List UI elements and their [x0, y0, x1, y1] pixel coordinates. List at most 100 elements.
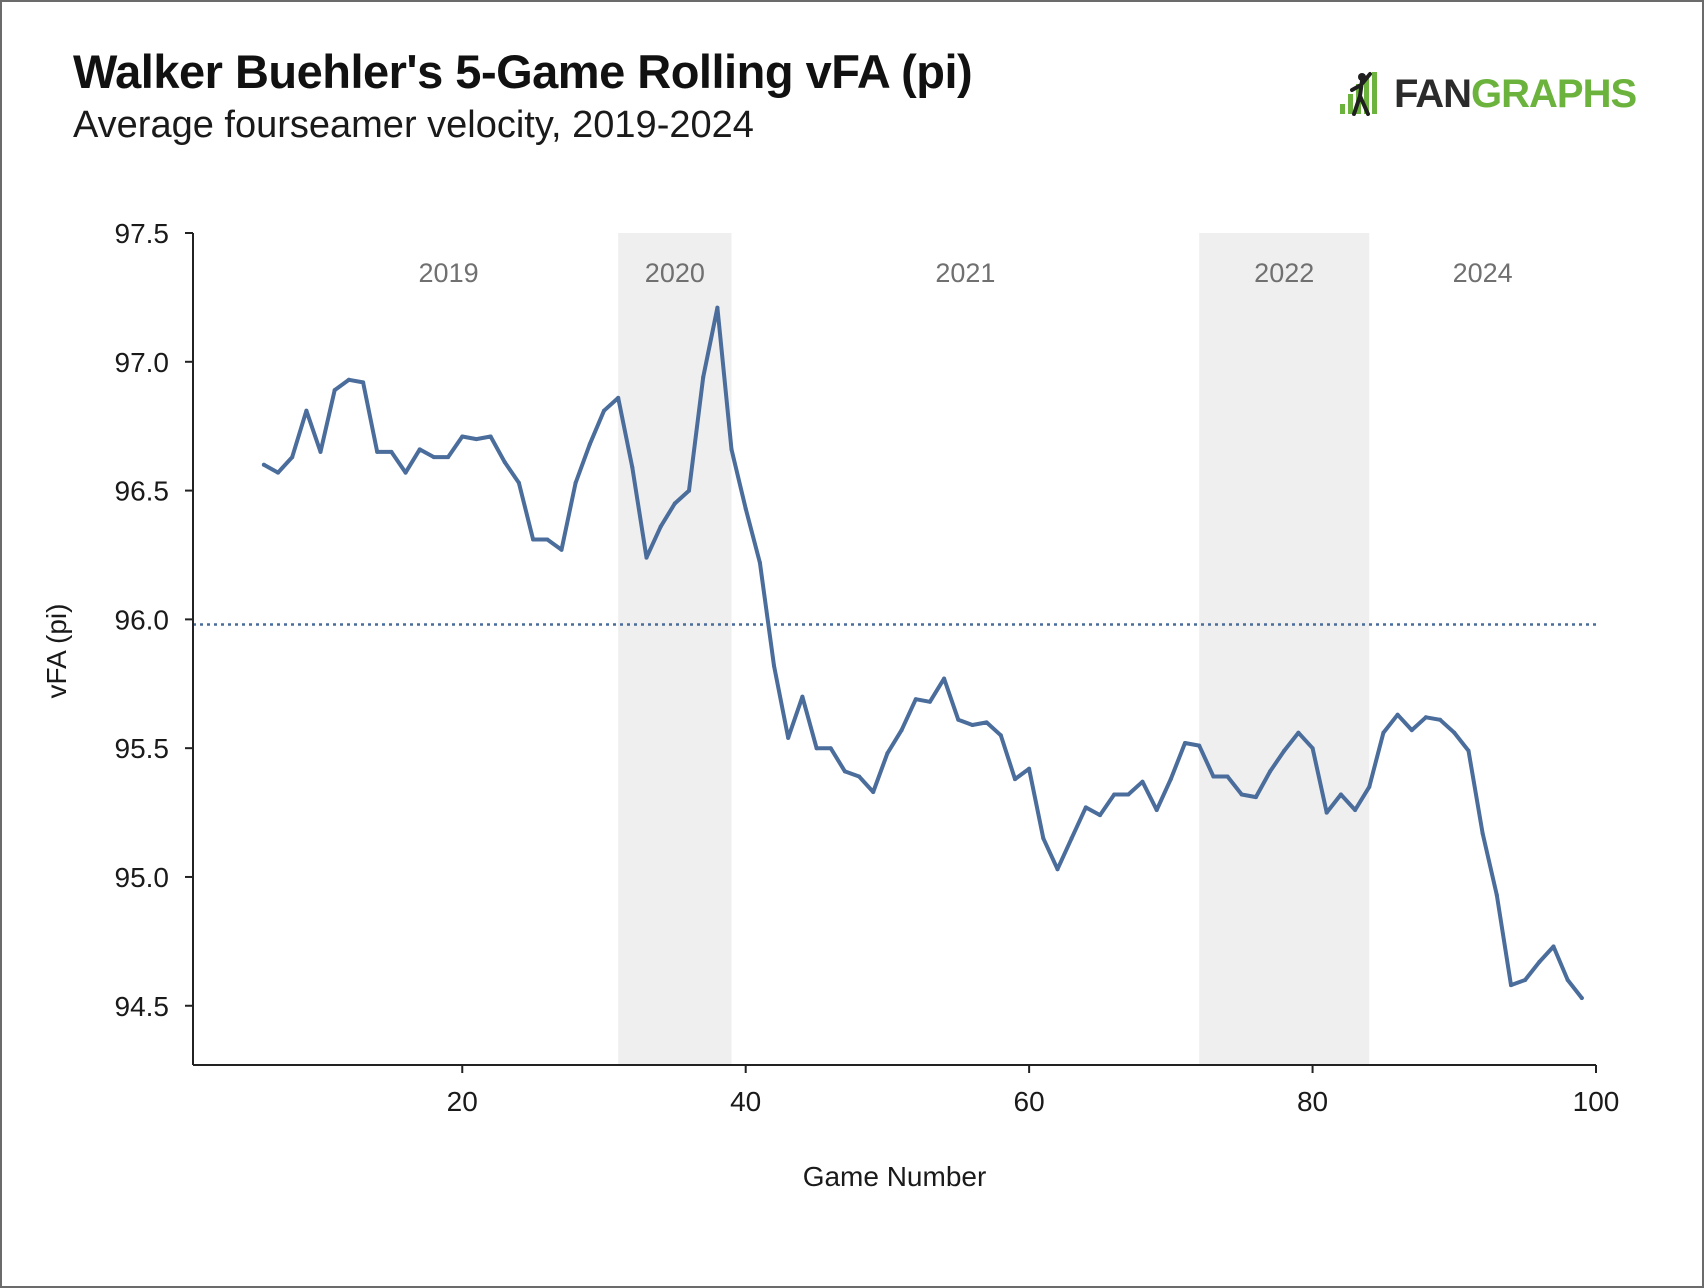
- data-point: [403, 470, 408, 475]
- series-line: [261, 305, 1584, 1000]
- logo-text-graphs: GRAPHS: [1471, 72, 1637, 116]
- data-point: [488, 434, 493, 439]
- y-tick-label: 94.5: [115, 991, 170, 1022]
- data-point: [1112, 792, 1117, 797]
- data-point: [318, 449, 323, 454]
- data-point: [1083, 805, 1088, 810]
- data-point: [743, 506, 748, 511]
- y-axis-title: vFA (pi): [41, 604, 72, 699]
- data-point: [1438, 717, 1443, 722]
- axes: 94.5 95.0 95.5 96.0 96.5 97.0 97.5 20 40 60 80 100: [115, 218, 1620, 1117]
- y-tick-label: 97.0: [115, 347, 170, 378]
- data-point: [885, 751, 890, 756]
- season-band-2020: [618, 233, 732, 1065]
- data-point: [1466, 748, 1471, 753]
- data-point: [1239, 792, 1244, 797]
- data-point: [1055, 867, 1060, 872]
- data-point: [417, 447, 422, 452]
- data-point: [1225, 774, 1230, 779]
- data-point: [1183, 741, 1187, 745]
- data-point: [1395, 712, 1400, 717]
- data-point: [984, 720, 989, 725]
- data-point: [1480, 831, 1485, 836]
- data-point: [389, 449, 394, 454]
- data-point: [1126, 792, 1131, 797]
- data-point: [1197, 743, 1202, 748]
- data-point: [1253, 795, 1258, 800]
- data-point: [1310, 746, 1315, 751]
- x-tick-label: 60: [1014, 1086, 1045, 1117]
- season-label-2021: 2021: [935, 258, 995, 288]
- data-point: [1041, 836, 1046, 841]
- data-point: [1565, 978, 1570, 982]
- data-point: [346, 377, 351, 382]
- data-point: [1338, 792, 1343, 797]
- data-point: [772, 663, 776, 668]
- series-layer: [261, 305, 1584, 1000]
- data-point: [375, 449, 380, 454]
- data-point: [304, 408, 309, 413]
- season-label-2024: 2024: [1453, 258, 1513, 288]
- data-point: [1027, 766, 1032, 771]
- data-point: [1409, 728, 1414, 733]
- data-point: [715, 305, 720, 310]
- data-point: [998, 733, 1003, 738]
- data-point: [587, 442, 592, 447]
- data-point: [630, 465, 635, 470]
- season-label-2019: 2019: [419, 258, 479, 288]
- data-point: [927, 699, 932, 704]
- data-point: [559, 547, 564, 552]
- data-point: [431, 455, 436, 460]
- season-label-2022: 2022: [1254, 258, 1314, 288]
- data-point: [502, 460, 507, 465]
- data-point: [1494, 893, 1499, 897]
- data-point: [446, 455, 451, 460]
- data-point: [1509, 983, 1513, 988]
- data-point: [672, 501, 677, 506]
- chart-title: Walker Buehler's 5-Game Rolling vFA (pi): [73, 45, 973, 98]
- data-point: [1423, 715, 1428, 720]
- data-point: [701, 375, 706, 380]
- y-tick-label: 96.0: [115, 604, 170, 635]
- data-point: [857, 774, 862, 779]
- y-tick-label: 95.0: [115, 862, 170, 893]
- x-tick-label: 100: [1573, 1086, 1620, 1117]
- data-point: [970, 723, 975, 727]
- y-tick-label: 97.5: [115, 218, 170, 249]
- data-point: [361, 380, 366, 385]
- data-point: [828, 746, 833, 751]
- fangraphs-logo: FANGRAPHS: [1338, 68, 1637, 116]
- data-point: [531, 537, 536, 542]
- data-point: [616, 395, 621, 400]
- data-point: [1211, 774, 1216, 779]
- x-tick-label: 20: [447, 1086, 478, 1117]
- data-point: [942, 676, 947, 681]
- data-point: [1013, 777, 1017, 782]
- data-point: [261, 462, 266, 467]
- data-point: [1268, 769, 1273, 774]
- data-point: [332, 388, 337, 393]
- data-point: [956, 717, 961, 722]
- fangraphs-logo-icon: [1340, 72, 1377, 116]
- data-point: [842, 769, 847, 774]
- data-point: [1452, 730, 1457, 735]
- data-point: [757, 560, 762, 565]
- data-point: [913, 697, 918, 702]
- data-point: [474, 437, 479, 442]
- x-tick-label: 80: [1297, 1086, 1328, 1117]
- logo-text-fan: FAN: [1394, 72, 1472, 116]
- season-band-2022: [1199, 233, 1370, 1065]
- data-point: [573, 480, 578, 485]
- data-point: [729, 447, 734, 452]
- data-point: [1296, 730, 1301, 735]
- axis-titles: Game Number vFA (pi): [41, 604, 986, 1192]
- data-point: [1168, 777, 1173, 782]
- y-tick-label: 96.5: [115, 476, 170, 507]
- data-point: [1154, 808, 1159, 812]
- data-point: [1381, 730, 1386, 735]
- data-point: [460, 434, 465, 439]
- data-point: [545, 537, 550, 542]
- x-tick-label: 40: [730, 1086, 761, 1117]
